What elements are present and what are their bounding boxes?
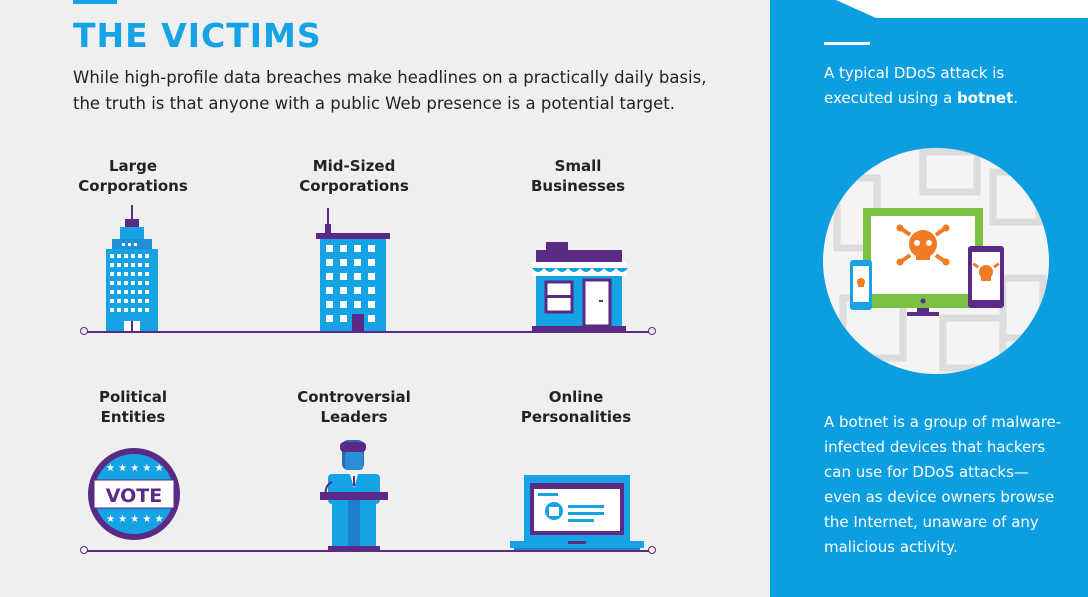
victim-label-controversial-leaders: Controversial Leaders — [297, 388, 411, 426]
intro-line-1: While high-profile data breaches make he… — [73, 68, 707, 87]
svg-text:★ ★ ★ ★ ★: ★ ★ ★ ★ ★ — [106, 514, 164, 525]
laptop-profile-icon — [510, 475, 644, 552]
panel-rule — [824, 42, 870, 45]
section-intro: While high-profile data breaches make he… — [73, 65, 763, 117]
intro-line-2: the truth is that anyone with a public W… — [73, 94, 675, 113]
infected-devices-icon — [833, 148, 1047, 372]
panel-corner-fold — [836, 0, 1088, 18]
timeline-dot-end — [648, 327, 656, 335]
office-building-icon — [316, 208, 390, 333]
timeline-dot-start — [80, 546, 88, 554]
vote-text: VOTE — [106, 485, 162, 507]
section-title: THE VICTIMS — [73, 16, 322, 55]
botnet-illustration — [823, 148, 1049, 374]
storefront-icon — [532, 242, 628, 333]
victim-label-online-personalities: Online Personalities — [520, 388, 632, 426]
timeline-dot-start — [80, 327, 88, 335]
vote-badge-icon: ★ ★ ★ ★ ★ ★ ★ ★ ★ ★ VOTE — [88, 448, 180, 540]
svg-text:★ ★ ★ ★ ★: ★ ★ ★ ★ ★ — [106, 463, 164, 474]
timeline-row-2 — [80, 546, 656, 556]
speaker-podium-icon — [320, 440, 388, 552]
victim-label-mid-sized-corporations: Mid-Sized Corporations — [299, 157, 409, 195]
victims-section: THE VICTIMS While high-profile data brea… — [73, 0, 763, 556]
skyscraper-icon — [106, 205, 158, 333]
top-accent-bar — [73, 0, 117, 4]
botnet-description: A botnet is a group of malware- infected… — [824, 413, 1062, 556]
victim-label-political-entities: Political Entities — [98, 388, 168, 426]
botnet-info-panel: A typical DDoS attack is executed using … — [770, 0, 1088, 597]
victim-label-small-businesses: Small Businesses — [531, 157, 625, 195]
panel-intro: A typical DDoS attack is executed using … — [824, 64, 1019, 107]
victim-label-large-corporations: Large Corporations — [78, 157, 188, 195]
timeline-row-1 — [80, 327, 656, 337]
timeline-dot-end — [648, 546, 656, 554]
